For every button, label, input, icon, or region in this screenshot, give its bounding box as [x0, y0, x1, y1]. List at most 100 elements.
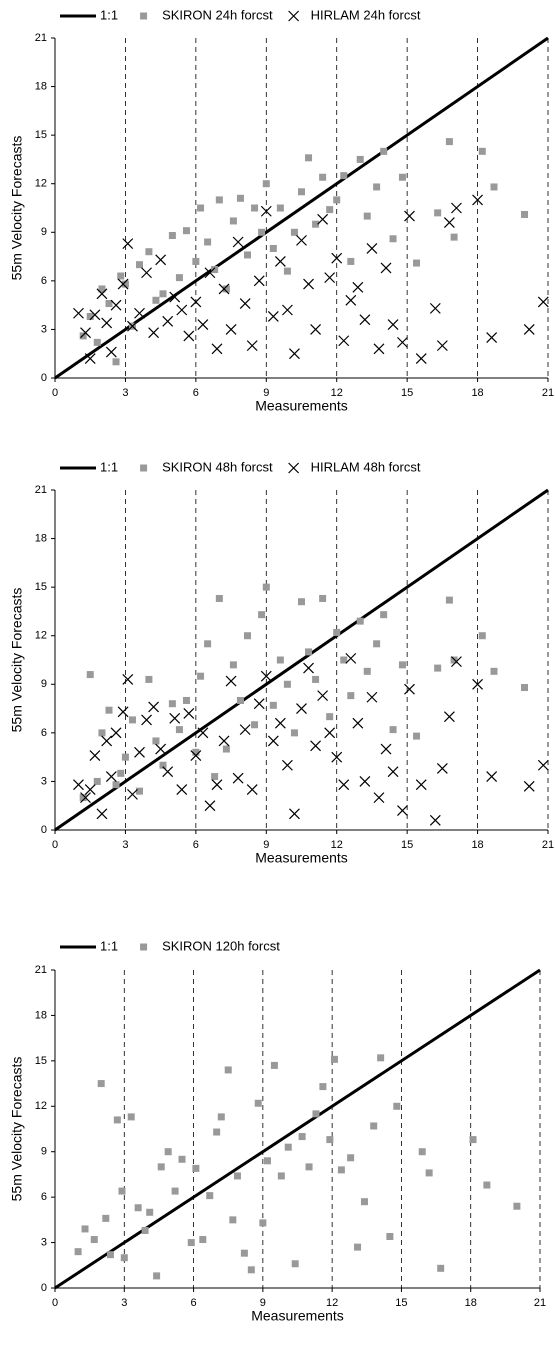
point [122, 674, 134, 685]
point [146, 1208, 154, 1216]
x-tick-label: 18 [471, 839, 483, 851]
point [472, 678, 483, 690]
point [486, 332, 498, 343]
point [162, 766, 174, 778]
point [281, 759, 293, 771]
point [159, 761, 167, 769]
point [229, 661, 237, 669]
point [312, 1110, 320, 1118]
point [333, 196, 341, 204]
legend-marker [140, 464, 148, 472]
point [222, 285, 230, 293]
point [393, 1102, 401, 1110]
y-tick-label: 21 [35, 484, 47, 496]
point [429, 814, 441, 826]
point [296, 234, 307, 246]
point [218, 735, 230, 747]
point [267, 311, 279, 322]
point [98, 729, 106, 737]
legend-text: 1:1 [100, 7, 118, 22]
point [404, 210, 415, 222]
y-tick-label: 0 [41, 824, 47, 836]
point [169, 712, 181, 724]
point [148, 327, 160, 339]
point [96, 288, 108, 300]
point [276, 656, 284, 664]
x-tick-label: 6 [191, 1297, 197, 1309]
point [380, 743, 392, 755]
point [246, 784, 258, 795]
point [168, 232, 176, 240]
point [258, 611, 266, 619]
identity-line [54, 36, 549, 380]
point [290, 729, 298, 737]
point [155, 254, 167, 266]
point [183, 708, 195, 719]
point [90, 1236, 98, 1244]
point [192, 257, 200, 265]
point [211, 779, 223, 791]
point [148, 701, 160, 713]
point [259, 1219, 267, 1227]
x-axis-title: Measurements [255, 398, 348, 414]
point [386, 1233, 394, 1241]
point [283, 680, 291, 688]
identity-line [54, 488, 549, 832]
point [155, 743, 167, 755]
point [152, 296, 160, 304]
point [324, 272, 336, 284]
point [159, 290, 167, 298]
point [157, 1163, 165, 1171]
x-tick-label: 0 [52, 1297, 58, 1309]
y-tick-label: 18 [35, 80, 47, 92]
y-tick-label: 3 [41, 323, 47, 335]
point [415, 353, 427, 364]
point [232, 772, 244, 784]
point [121, 753, 129, 761]
point [345, 294, 357, 306]
point [397, 336, 408, 348]
point [190, 750, 202, 761]
point [312, 675, 320, 683]
legend-text: HIRLAM 24h forcst [311, 7, 421, 22]
point [105, 771, 117, 782]
point [443, 217, 455, 228]
x-tick-label: 21 [542, 387, 554, 399]
point [183, 330, 195, 342]
y-axis-title: 55m Velocity Forecasts [9, 136, 25, 281]
point [127, 1113, 135, 1121]
point [283, 267, 291, 275]
point [239, 724, 251, 736]
point [490, 183, 498, 191]
point [211, 343, 223, 355]
y-tick-label: 6 [41, 727, 47, 739]
point [204, 800, 216, 812]
point [225, 675, 237, 687]
point [89, 309, 101, 321]
y-tick-label: 6 [41, 1191, 47, 1203]
y-tick-label: 9 [41, 1146, 47, 1158]
point [289, 808, 300, 820]
point [352, 717, 364, 729]
point [345, 652, 357, 664]
point [338, 779, 350, 791]
point [122, 238, 134, 250]
point [373, 792, 385, 804]
point [472, 194, 483, 206]
point [81, 1225, 89, 1233]
legend-text: SKIRON 120h forcst [162, 938, 280, 953]
point [298, 598, 305, 606]
point [331, 751, 343, 763]
point [84, 353, 96, 364]
point [356, 155, 364, 163]
point [162, 315, 174, 327]
point [270, 1061, 278, 1069]
y-tick-label: 3 [41, 1236, 47, 1248]
point [373, 183, 381, 191]
point [171, 1187, 179, 1195]
point [253, 275, 265, 287]
x-tick-label: 18 [471, 387, 483, 399]
point [96, 808, 108, 820]
point [296, 703, 307, 714]
